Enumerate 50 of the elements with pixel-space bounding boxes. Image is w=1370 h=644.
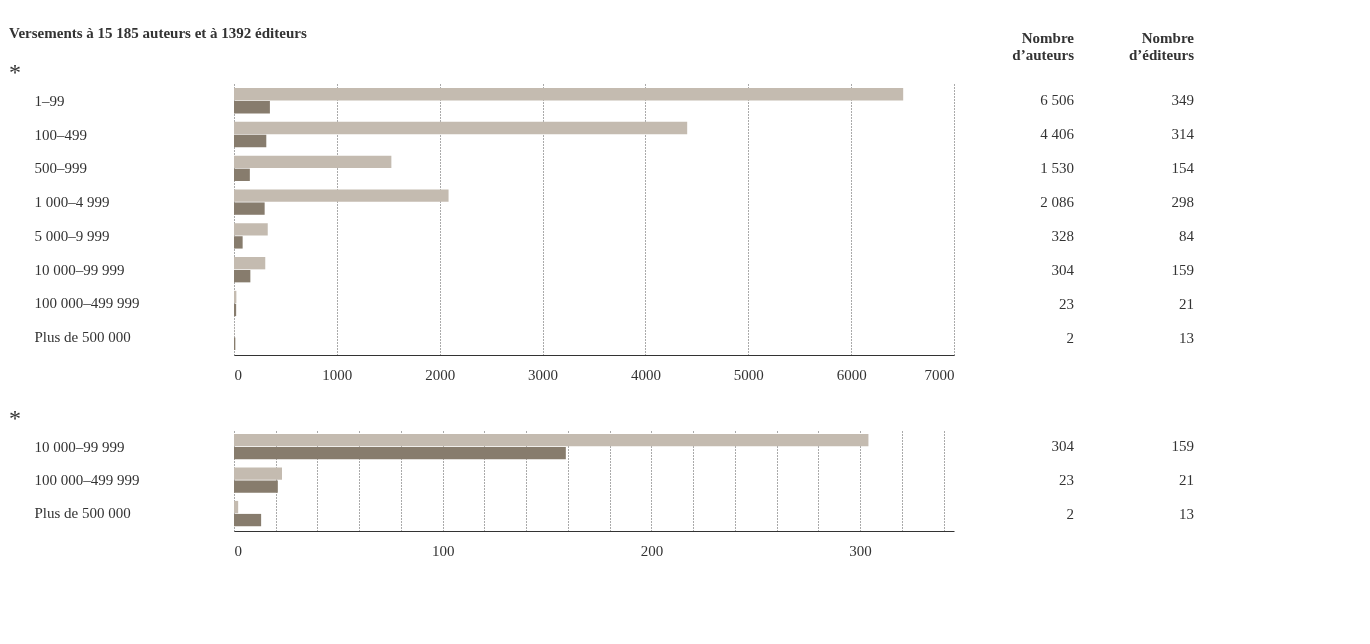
data-label: 21 [1179,472,1194,488]
data-label: 154 [1171,160,1195,176]
y-tick-label: 100–499 [34,126,87,143]
data-label: 314 [1171,126,1195,142]
x-tick-label: 0 [234,542,242,559]
x-tick-label: 2000 [425,366,456,383]
x-tick-label: 6000 [836,366,867,383]
y-tick-label: Plus de 500 000 [34,505,131,522]
data-label: 159 [1171,262,1194,278]
text: Nombre d’éditeurs [1129,30,1195,63]
y-tick-label: 10 000–99 999 [34,438,125,455]
y-tick-label: 100 000–499 999 [34,295,140,312]
x-tick-label: 300 [849,542,872,559]
x-tick-label: 7000 [924,366,955,383]
data-label: 349 [1171,92,1194,108]
y-tick-label: 10 000–99 999 [34,261,125,278]
y-tick-label: 1 000–4 999 [34,194,110,211]
data-label: 23 [1059,472,1074,488]
x-tick-label: 1000 [322,366,353,383]
y-tick-label: 500–999 [34,160,87,177]
text: * [9,405,21,431]
data-label: 328 [1051,228,1074,244]
y-tick-label: 1–99 [34,92,65,109]
data-label: 84 [1179,228,1195,244]
chart-title: Versements à 15 185 auteurs et à 1392 éditeurs [9,25,307,41]
data-label: 4 406 [1040,126,1075,142]
text: * [9,59,21,85]
x-tick-label: 0 [234,366,242,383]
y-tick-label: 100 000–499 999 [34,472,140,488]
data-label: 1 530 [1040,160,1074,176]
data-label: 2 [1066,506,1074,522]
data-label: 6 506 [1040,92,1075,108]
data-label: 2 [1066,330,1074,346]
y-tick-label: Plus de 500 000 [34,329,131,346]
data-label: 159 [1171,438,1194,454]
data-label: 13 [1179,330,1194,346]
data-label: 21 [1179,296,1194,312]
y-tick-label: 5 000–9 999 [34,227,110,244]
data-label: 13 [1179,506,1194,522]
x-tick-label: 5000 [733,366,764,383]
data-label: 298 [1171,194,1194,210]
data-label: 304 [1051,262,1075,278]
x-tick-label: 100 [431,542,455,559]
data-label: 304 [1051,438,1075,454]
data-label: 2 086 [1040,194,1075,210]
x-tick-label: 4000 [630,366,661,383]
x-tick-label: 200 [640,542,664,559]
data-label: 23 [1059,296,1074,312]
x-tick-label: 3000 [528,366,559,383]
text: Nombre d’auteurs [1012,30,1075,63]
